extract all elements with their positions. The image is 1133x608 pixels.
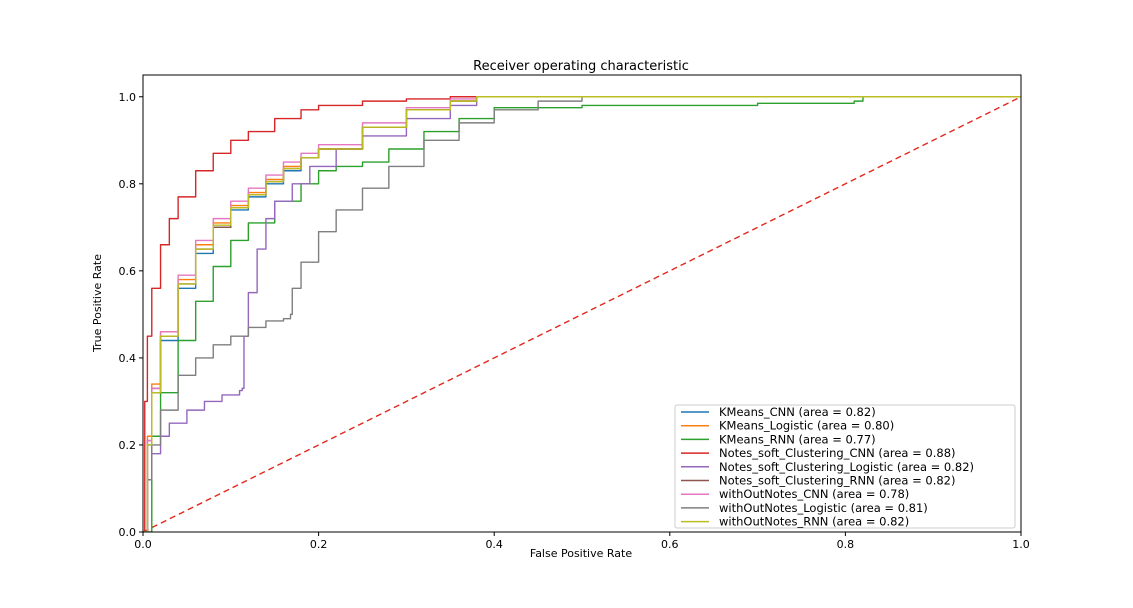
legend-label-0: KMeans_CNN (area = 0.82) [719, 405, 876, 419]
y-tick-label: 0.0 [119, 526, 137, 539]
y-tick-label: 0.4 [119, 352, 137, 365]
legend-label-1: KMeans_Logistic (area = 0.80) [719, 419, 894, 433]
y-tick-label: 0.8 [119, 178, 137, 191]
y-tick-label: 0.2 [119, 439, 137, 452]
x-tick-label: 1.0 [1012, 538, 1030, 551]
y-axis: 0.0 0.2 0.4 0.6 0.8 1.0 [119, 91, 143, 539]
legend-label-4: Notes_soft_Clustering_Logistic (area = 0… [719, 460, 974, 474]
legend-label-7: withOutNotes_Logistic (area = 0.81) [719, 501, 928, 515]
legend-label-8: withOutNotes_RNN (area = 0.82) [719, 515, 909, 529]
x-axis: 0.0 0.2 0.4 0.6 0.8 1.0 [134, 532, 1030, 551]
series-line-3 [143, 96, 1021, 532]
legend-label-5: Notes_soft_Clustering_RNN (area = 0.82) [719, 474, 955, 488]
series-line-8 [143, 96, 1021, 532]
series-line-7 [143, 96, 1021, 532]
plot-frame [142, 74, 1022, 533]
x-axis-title: False Positive Rate [530, 547, 632, 560]
legend-label-6: withOutNotes_CNN (area = 0.78) [719, 487, 909, 501]
reference-diagonal-line [143, 96, 1021, 532]
legend-box [674, 404, 1016, 529]
series-line-2 [143, 96, 1021, 532]
x-tick-label: 0.4 [485, 538, 503, 551]
series-layer [143, 96, 1021, 532]
y-axis-title: True Positive Rate [91, 254, 104, 353]
x-tick-label: 0.2 [310, 538, 328, 551]
chart-title: Receiver operating characteristic [473, 59, 689, 74]
x-tick-label: 0.0 [134, 538, 152, 551]
x-tick-label: 0.8 [837, 538, 855, 551]
x-tick-label: 0.6 [661, 538, 679, 551]
y-tick-label: 1.0 [119, 91, 137, 104]
legend-label-2: KMeans_RNN (area = 0.77) [719, 432, 876, 446]
legend: KMeans_CNN (area = 0.82)KMeans_Logistic … [674, 404, 1016, 529]
legend-label-3: Notes_soft_Clustering_CNN (area = 0.88) [719, 446, 956, 460]
y-tick-label: 0.6 [119, 265, 137, 278]
